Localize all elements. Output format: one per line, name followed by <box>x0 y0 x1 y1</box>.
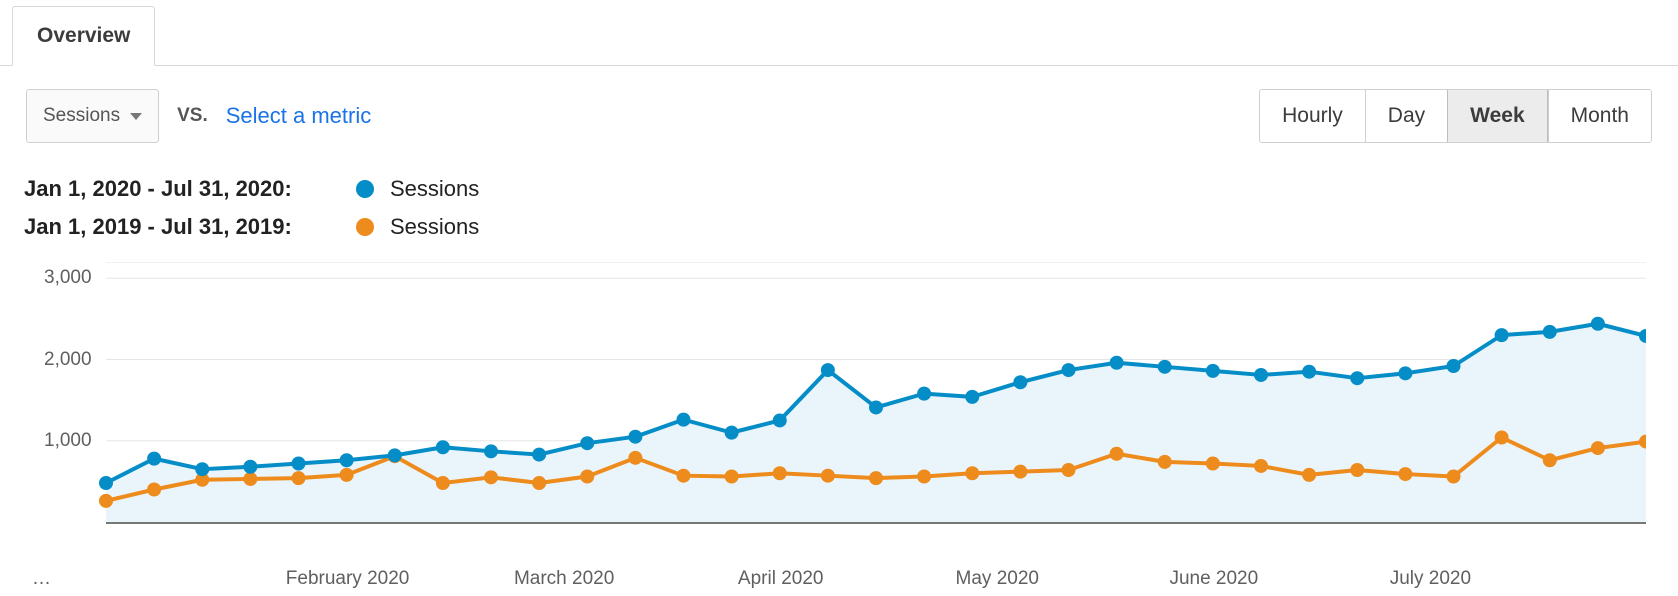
granularity-week[interactable]: Week <box>1447 90 1547 142</box>
vs-label: VS. <box>177 105 208 127</box>
x-axis-label: May 2020 <box>956 568 1039 590</box>
granularity-month[interactable]: Month <box>1548 90 1651 142</box>
chart-svg <box>26 262 1646 526</box>
x-axis-label: March 2020 <box>514 568 614 590</box>
legend-row: Jan 1, 2019 - Jul 31, 2019: Sessions <box>24 208 1678 246</box>
granularity-segmented: HourlyDayWeekMonth <box>1259 89 1652 143</box>
legend-series-label: Sessions <box>390 176 479 202</box>
x-axis-label: February 2020 <box>286 568 410 590</box>
legend-range: Jan 1, 2020 - Jul 31, 2020: <box>24 176 334 202</box>
controls-row: Sessions VS. Select a metric HourlyDayWe… <box>0 66 1678 146</box>
select-compare-metric-link[interactable]: Select a metric <box>226 103 372 129</box>
legend: Jan 1, 2020 - Jul 31, 2020:SessionsJan 1… <box>0 146 1678 254</box>
tab-strip: Overview <box>0 0 1678 66</box>
x-axis-label: April 2020 <box>738 568 824 590</box>
x-axis-label: June 2020 <box>1169 568 1258 590</box>
sessions-chart: 1,0002,0003,000 <box>26 262 1652 562</box>
granularity-day[interactable]: Day <box>1365 90 1447 142</box>
tab-overview[interactable]: Overview <box>12 6 155 66</box>
x-axis-label: July 2020 <box>1390 568 1471 590</box>
metric-dropdown[interactable]: Sessions <box>26 89 159 143</box>
legend-dot-icon <box>356 218 374 236</box>
granularity-hourly[interactable]: Hourly <box>1260 90 1365 142</box>
metric-dropdown-label: Sessions <box>43 105 120 127</box>
legend-row: Jan 1, 2020 - Jul 31, 2020: Sessions <box>24 170 1678 208</box>
legend-series-label: Sessions <box>390 214 479 240</box>
chevron-down-icon <box>130 113 142 120</box>
legend-range: Jan 1, 2019 - Jul 31, 2019: <box>24 214 334 240</box>
tab-label: Overview <box>37 24 130 48</box>
legend-dot-icon <box>356 180 374 198</box>
